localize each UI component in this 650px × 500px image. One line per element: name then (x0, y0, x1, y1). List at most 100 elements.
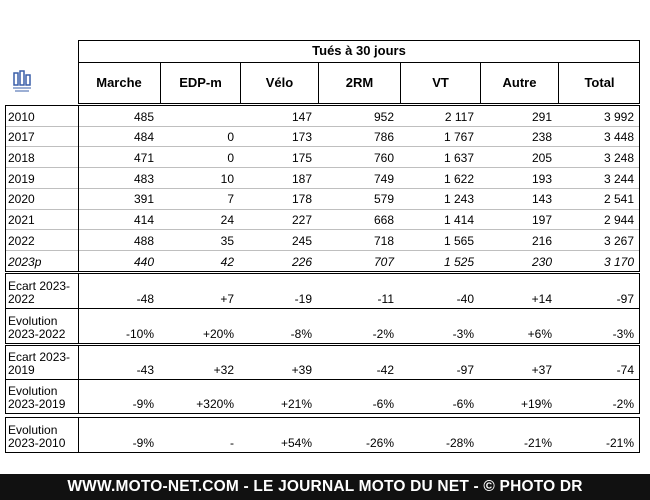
table-cell: -6% (372, 397, 394, 411)
table-cell: 0 (227, 130, 234, 145)
row-divider (5, 379, 640, 380)
table-cell: -74 (616, 363, 634, 377)
table-cell: 3 170 (603, 254, 634, 269)
column-header: EDP-m (160, 63, 240, 104)
table-title: Tués à 30 jours (78, 40, 640, 63)
table-cell: 173 (291, 130, 312, 145)
table-cell: -43 (136, 363, 154, 377)
table-cell: 245 (291, 233, 312, 248)
table-cell: 3 248 (603, 151, 634, 166)
row-label: 2020 (8, 192, 35, 207)
row-label: Evolution 2023-2022 (8, 314, 66, 341)
table-cell: 147 (291, 109, 312, 124)
row-divider (5, 249, 640, 251)
table-cell: 2 117 (444, 109, 474, 124)
row-divider (5, 167, 640, 169)
table-cell: -21% (523, 436, 552, 450)
table-cell: 786 (373, 130, 394, 145)
table-cell: -6% (452, 397, 474, 411)
row-divider (5, 270, 640, 272)
table-cell: 3 448 (603, 130, 634, 145)
table-cell: 488 (133, 233, 154, 248)
table-cell: +54% (280, 436, 312, 450)
table-cell: 3 267 (603, 233, 634, 248)
table-cell: -28% (445, 436, 474, 450)
table-cell: +14 (531, 292, 552, 306)
table-cell: 718 (373, 233, 394, 248)
table-cell: 1 525 (443, 254, 474, 269)
row-label: 2021 (8, 213, 35, 228)
table-cell: -97 (616, 292, 634, 306)
table-cell: -19 (294, 292, 312, 306)
column-header: Marche (96, 75, 142, 90)
header-frame (78, 40, 640, 104)
table-cell: +7 (220, 292, 234, 306)
row-divider (5, 125, 640, 127)
table-cell: 668 (373, 213, 394, 228)
table-cell: - (230, 436, 234, 450)
section-frame (5, 417, 640, 453)
table-cell: 391 (133, 192, 154, 207)
table-cell: 178 (291, 192, 312, 207)
row-label: 2019 (8, 171, 35, 186)
row-label: Evolution 2023-2019 (8, 384, 66, 411)
table-cell: 2 541 (603, 192, 634, 207)
table-cell: -3% (452, 327, 474, 341)
row-divider (5, 208, 640, 210)
table-cell: 187 (291, 171, 312, 186)
column-header: Total (558, 63, 640, 104)
column-divider (78, 417, 79, 452)
table-cell: 471 (133, 151, 154, 166)
row-label: 2010 (8, 109, 35, 124)
table-cell: +19% (520, 397, 552, 411)
table-cell: 1 622 (443, 171, 474, 186)
table-cell: 175 (291, 151, 312, 166)
column-header: VT (400, 63, 480, 104)
table-cell: 1 637 (443, 151, 474, 166)
table-cell: -9% (132, 397, 154, 411)
table-cell: -10% (125, 327, 154, 341)
table-cell: 24 (220, 213, 234, 228)
table-cell: 484 (133, 130, 154, 145)
row-label: 2017 (8, 130, 35, 145)
row-divider (5, 146, 640, 148)
table-cell: 749 (373, 171, 394, 186)
table-cell: +6% (527, 327, 552, 341)
column-divider (78, 105, 79, 271)
table-cell: 193 (531, 171, 552, 186)
row-label: Ecart 2023-2022 (8, 279, 71, 306)
table-cell: 707 (373, 254, 394, 269)
table-cell: 483 (133, 171, 154, 186)
table-cell: 760 (373, 151, 394, 166)
row-label: Evolution 2023-2010 (8, 423, 66, 450)
logo (13, 70, 31, 92)
table-cell: 3 244 (603, 171, 634, 186)
column-header: Vélo (240, 63, 318, 104)
table-cell: 205 (531, 151, 552, 166)
table-cell: +320% (196, 397, 234, 411)
table-cell: -11 (377, 292, 394, 306)
table-cell: 440 (133, 254, 154, 269)
table-cell: 485 (133, 109, 154, 124)
footer-banner: WWW.MOTO-NET.COM - LE JOURNAL MOTO DU NE… (0, 474, 650, 500)
column-header: Autre (480, 63, 558, 104)
table-cell: 3 992 (603, 109, 634, 124)
table-cell: -2% (612, 397, 634, 411)
table-cell (160, 105, 240, 126)
table-cell: 197 (531, 213, 552, 228)
table-cell: 227 (291, 213, 312, 228)
table-cell: 414 (133, 213, 154, 228)
table-cell: -2% (372, 327, 394, 341)
row-divider (5, 187, 640, 189)
table-cell: +39 (291, 363, 312, 377)
table-cell: -42 (376, 363, 394, 377)
table-cell: 230 (531, 254, 552, 269)
table-cell: 579 (373, 192, 394, 207)
table-cell: -9% (132, 436, 154, 450)
table-cell: 143 (531, 192, 552, 207)
table-cell: -8% (290, 327, 312, 341)
table-cell: -40 (456, 292, 474, 306)
table-cell: 216 (531, 233, 552, 248)
section-frame (5, 105, 640, 272)
